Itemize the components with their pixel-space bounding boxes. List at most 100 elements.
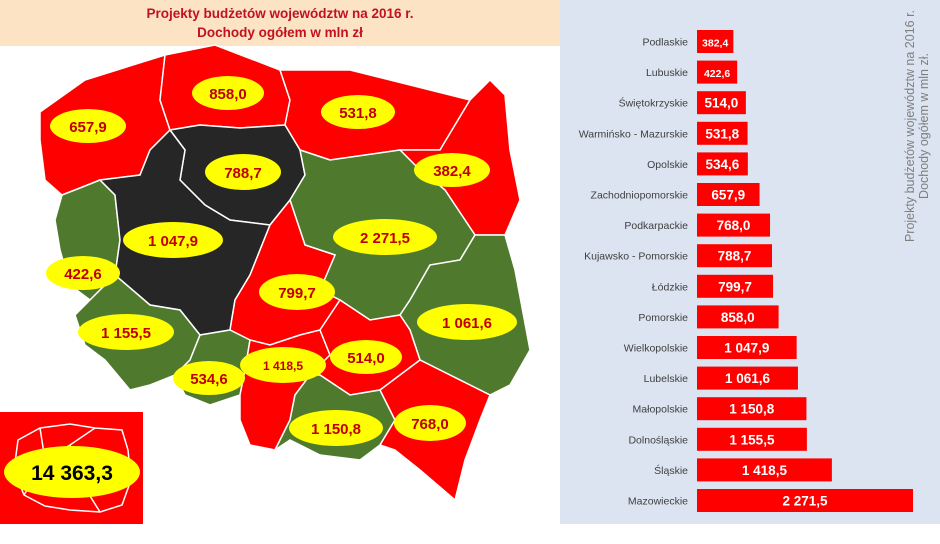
label-value: 799,7 bbox=[278, 285, 316, 302]
label-podkarpackie: 768,0 bbox=[394, 405, 466, 441]
label-ellipse bbox=[417, 304, 517, 340]
label-kujawsko-pomorskie: 788,7 bbox=[205, 154, 281, 190]
label-dolnoslaskie: 1 155,5 bbox=[78, 314, 174, 350]
label-value: 1 061,6 bbox=[442, 315, 492, 332]
bar-value-label: 799,7 bbox=[718, 279, 752, 294]
bar-category-label: Łódzkie bbox=[652, 281, 688, 293]
bar-value-label: 2 271,5 bbox=[782, 494, 828, 509]
bar-category-label: Kujawsko - Pomorskie bbox=[584, 251, 688, 263]
total-inset: 14 363,3 bbox=[0, 412, 143, 524]
total-ellipse bbox=[4, 446, 140, 498]
label-mazowieckie: 2 271,5 bbox=[333, 219, 437, 255]
label-value: 514,0 bbox=[347, 350, 385, 367]
label-ellipse bbox=[50, 109, 126, 143]
bar-category-label: Małopolskie bbox=[633, 404, 689, 416]
label-ellipse bbox=[414, 153, 490, 187]
label-value: 858,0 bbox=[209, 86, 247, 103]
bar-category-label: Wielkopolskie bbox=[624, 343, 688, 355]
bar-value-label: 422,6 bbox=[704, 68, 730, 80]
bar-category-label: Mazowieckie bbox=[628, 496, 688, 508]
bar-value-label: 382,4 bbox=[702, 38, 728, 50]
bar-category-label: Warmińsko - Mazurskie bbox=[579, 128, 688, 140]
label-ellipse bbox=[78, 314, 174, 350]
label-ellipse bbox=[46, 256, 120, 290]
bar-value-label: 1 418,5 bbox=[742, 463, 788, 478]
bar bbox=[697, 60, 738, 84]
bar-value-label: 514,0 bbox=[705, 96, 739, 111]
bar-chart: Podlaskie 382,4 Lubuskie 422,6 Świętokrzyski… bbox=[579, 30, 913, 512]
poland-map: 657,9 858,0 531,8 788,7 382,4 1 047,9 2 … bbox=[0, 44, 531, 524]
label-ellipse bbox=[259, 274, 335, 310]
bar bbox=[697, 244, 772, 268]
label-ellipse bbox=[240, 347, 326, 383]
label-value: 2 271,5 bbox=[360, 230, 410, 247]
bar-category-label: Podkarpackie bbox=[624, 220, 688, 232]
map-title-line2: Dochody ogółem w mln zł bbox=[197, 25, 363, 40]
label-ellipse bbox=[205, 154, 281, 190]
label-value: 534,6 bbox=[190, 371, 228, 388]
bar bbox=[697, 336, 797, 359]
label-value: 382,4 bbox=[433, 163, 471, 180]
bar bbox=[697, 30, 734, 53]
bar bbox=[697, 427, 807, 451]
bar-value-label: 788,7 bbox=[718, 249, 752, 264]
label-malopolskie: 1 150,8 bbox=[289, 410, 383, 446]
label-pomorskie: 858,0 bbox=[192, 76, 264, 110]
label-lubuskie: 422,6 bbox=[46, 256, 120, 290]
bar bbox=[697, 91, 746, 115]
chart-side-title-text: Projekty budżetów województw na 2016 r. … bbox=[903, 6, 931, 246]
label-ellipse bbox=[192, 76, 264, 110]
bar bbox=[697, 183, 760, 206]
label-ellipse bbox=[123, 222, 223, 258]
bar-value-label: 1 047,9 bbox=[724, 341, 769, 356]
bar bbox=[697, 121, 748, 145]
bar-value-label: 1 155,5 bbox=[729, 432, 775, 447]
bar-category-label: Lubelskie bbox=[644, 373, 689, 385]
bar-category-label: Śląskie bbox=[654, 464, 688, 477]
label-podlaskie: 382,4 bbox=[414, 153, 490, 187]
bar-value-label: 1 150,8 bbox=[729, 402, 775, 417]
chart-side-title: Projekty budżetów województw na 2016 r. … bbox=[868, 6, 938, 246]
bar-category-label: Dolnośląskie bbox=[628, 434, 688, 446]
bar-value-label: 1 061,6 bbox=[725, 371, 771, 386]
bar-category-label: Lubuskie bbox=[646, 67, 688, 79]
bar bbox=[697, 305, 779, 329]
bar bbox=[697, 152, 748, 176]
bar-category-label: Opolskie bbox=[647, 159, 688, 171]
bar-category-label: Pomorskie bbox=[638, 312, 688, 324]
bar-category-label: Świętokrzyskie bbox=[619, 97, 689, 110]
map-title-line1: Projekty budżetów województw na 2016 r. bbox=[146, 6, 414, 21]
bar-category-label: Podlaskie bbox=[642, 37, 688, 49]
chart-side-title-line2: Dochody ogółem w mln zł. bbox=[917, 53, 931, 199]
label-ellipse bbox=[321, 95, 395, 129]
bar-value-label: 657,9 bbox=[711, 188, 745, 203]
bar-value-label: 531,8 bbox=[705, 126, 739, 141]
label-ellipse bbox=[173, 361, 245, 395]
label-swietokrzyskie: 514,0 bbox=[330, 340, 402, 374]
label-value: 1 150,8 bbox=[311, 421, 361, 438]
label-value: 657,9 bbox=[69, 119, 107, 136]
label-ellipse bbox=[289, 410, 383, 446]
bar bbox=[697, 397, 807, 421]
bar-value-label: 534,6 bbox=[706, 157, 740, 172]
label-ellipse bbox=[330, 340, 402, 374]
label-value: 422,6 bbox=[64, 266, 102, 283]
label-lodzkie: 799,7 bbox=[259, 274, 335, 310]
bar-value-label: 858,0 bbox=[721, 310, 755, 325]
label-ellipse bbox=[333, 219, 437, 255]
total-value: 14 363,3 bbox=[31, 462, 113, 485]
bar bbox=[697, 274, 774, 298]
bar bbox=[697, 489, 913, 512]
label-value: 1 047,9 bbox=[148, 233, 198, 250]
bar bbox=[697, 366, 798, 390]
bar-chart-panel: Podlaskie 382,4 Lubuskie 422,6 Świętokrzyski… bbox=[560, 0, 940, 524]
bar bbox=[697, 213, 771, 237]
label-slaskie: 1 418,5 bbox=[240, 347, 326, 383]
label-opolskie: 534,6 bbox=[173, 361, 245, 395]
label-zachodniopomorskie: 657,9 bbox=[50, 109, 126, 143]
label-value: 768,0 bbox=[411, 416, 449, 433]
chart-side-title-line1: Projekty budżetów województw na 2016 r. bbox=[903, 9, 917, 243]
label-ellipse bbox=[394, 405, 466, 441]
label-warminsko-mazurskie: 531,8 bbox=[321, 95, 395, 129]
label-wielkopolskie: 1 047,9 bbox=[123, 222, 223, 258]
